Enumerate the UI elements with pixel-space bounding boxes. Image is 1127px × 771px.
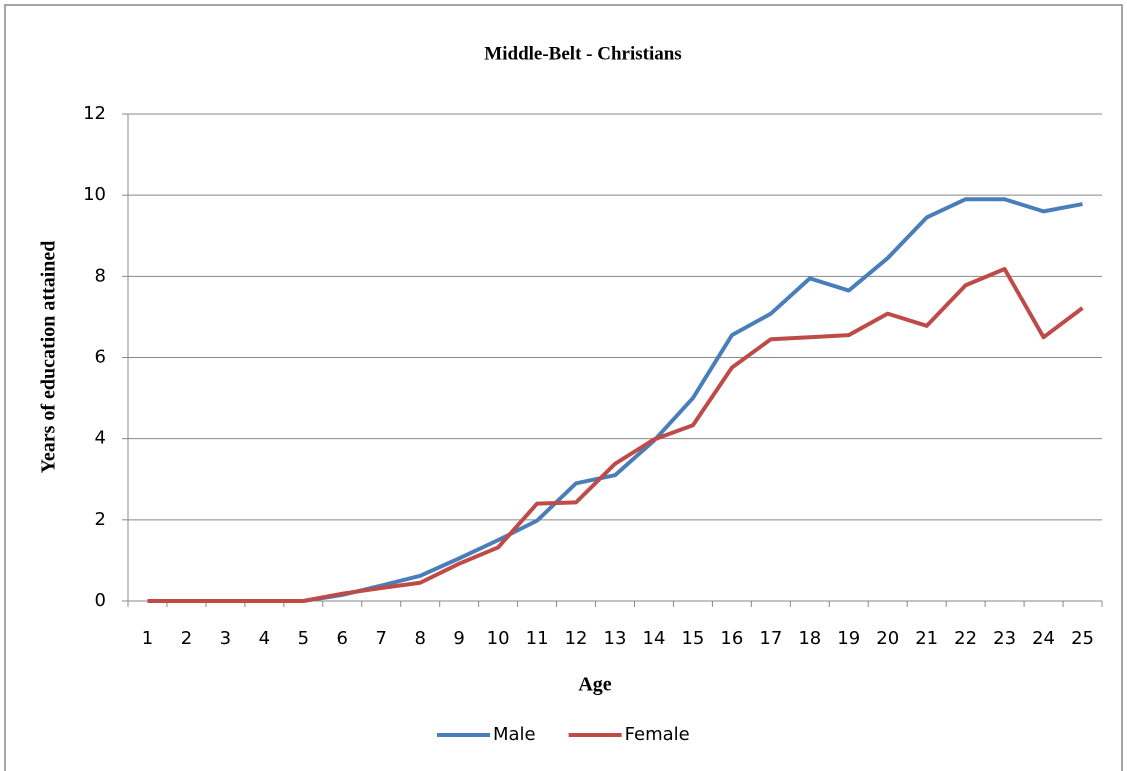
x-tick-label: 14 [643,628,666,649]
x-tick-label: 13 [604,628,627,649]
x-tick-label: 23 [993,628,1016,649]
y-tick-label: 6 [95,347,106,368]
x-tick-label: 12 [565,628,588,649]
x-tick-label: 19 [837,628,860,649]
y-tick-label: 12 [83,103,106,124]
x-tick-label: 20 [876,628,899,649]
x-tick-label: 4 [259,628,270,649]
y-tick-label: 10 [83,184,106,205]
x-tick-label: 9 [453,628,464,649]
x-tick-label: 17 [759,628,782,649]
x-tick-label: 3 [220,628,231,649]
chart-title: Middle-Belt - Christians [484,43,681,64]
x-tick-label: 15 [681,628,704,649]
x-tick-label: 1 [142,628,153,649]
y-tick-label: 2 [95,509,106,530]
x-tick-label: 18 [798,628,821,649]
x-tick-label: 5 [298,628,309,649]
x-tick-label: 2 [181,628,192,649]
series-line [147,267,1084,603]
x-tick-label: 11 [526,628,549,649]
chart-frame [4,4,1123,771]
x-tick-label: 6 [337,628,348,649]
y-axis-label: Years of education attained [38,241,60,474]
x-tick-label: 21 [915,628,938,649]
y-tick-label: 8 [95,265,106,286]
x-tick-label: 22 [954,628,977,649]
x-tick-label: 25 [1071,628,1094,649]
x-tick-label: 16 [720,628,743,649]
x-tick-label: 24 [1032,628,1055,649]
x-tick-label: 8 [414,628,425,649]
x-tick-label: 10 [487,628,510,649]
y-tick-label: 0 [95,590,106,611]
legend-label: Female [625,724,690,745]
x-axis-label: Age [578,674,611,696]
x-tick-label: 7 [376,628,387,649]
legend-label: Male [493,724,536,745]
y-tick-label: 4 [95,428,106,449]
